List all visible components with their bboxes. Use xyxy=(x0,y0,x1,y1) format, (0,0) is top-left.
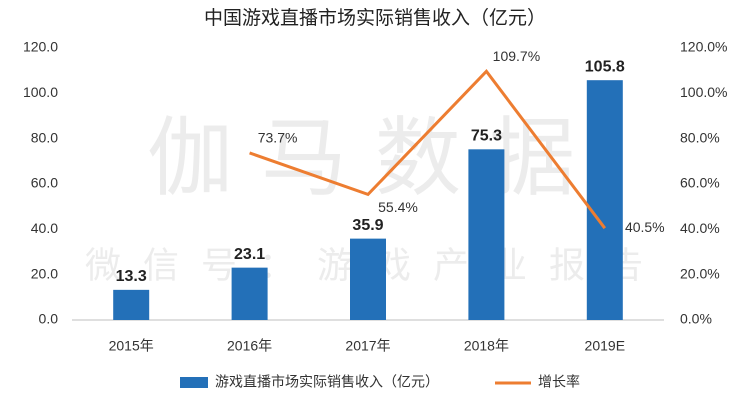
y-tick-label: 60.0 xyxy=(31,175,58,191)
line-value-label: 55.4% xyxy=(378,199,418,215)
y-tick-label: 80.0 xyxy=(31,129,58,145)
bar-value-label: 23.1 xyxy=(234,246,265,263)
bar xyxy=(586,80,623,320)
bar-value-label: 35.9 xyxy=(352,217,383,234)
y-tick-label: 0.0 xyxy=(39,311,59,327)
line-value-label: 109.7% xyxy=(493,48,540,64)
bar xyxy=(113,289,150,320)
y2-tick-label: 100.0% xyxy=(680,84,727,100)
y2-tick-label: 120.0% xyxy=(680,39,727,55)
x-tick-label: 2016年 xyxy=(227,338,272,354)
x-tick-label: 2015年 xyxy=(109,338,154,354)
legend-label: 游戏直播市场实际销售收入（亿元） xyxy=(215,374,439,390)
legend-swatch xyxy=(180,377,208,388)
watermark: 伽马数据 xyxy=(147,111,603,207)
bar-value-label: 105.8 xyxy=(585,58,625,75)
x-tick-label: 2019E xyxy=(585,338,625,354)
bar xyxy=(468,149,505,320)
line-value-label: 73.7% xyxy=(258,130,298,146)
bar xyxy=(231,267,268,320)
y-tick-label: 40.0 xyxy=(31,220,58,236)
line xyxy=(249,69,606,230)
y-tick-label: 100.0 xyxy=(23,84,58,100)
y2-tick-label: 80.0% xyxy=(680,129,720,145)
legend-label: 增长率 xyxy=(538,374,580,390)
x-tick-label: 2018年 xyxy=(464,338,509,354)
x-tick-label: 2017年 xyxy=(345,338,390,354)
y2-tick-label: 0.0% xyxy=(680,311,712,327)
y2-tick-label: 40.0% xyxy=(680,220,720,236)
y2-tick-label: 20.0% xyxy=(680,265,720,281)
y2-tick-label: 60.0% xyxy=(680,175,720,191)
line-value-label: 40.5% xyxy=(625,219,665,235)
bar xyxy=(350,238,386,320)
y-tick-label: 120.0 xyxy=(23,39,58,55)
bar-value-label: 75.3 xyxy=(471,128,502,145)
y-tick-label: 20.0 xyxy=(31,265,58,281)
bar-value-label: 13.3 xyxy=(116,268,147,285)
chart-title: 中国游戏直播市场实际销售收入（亿元） xyxy=(204,7,546,29)
